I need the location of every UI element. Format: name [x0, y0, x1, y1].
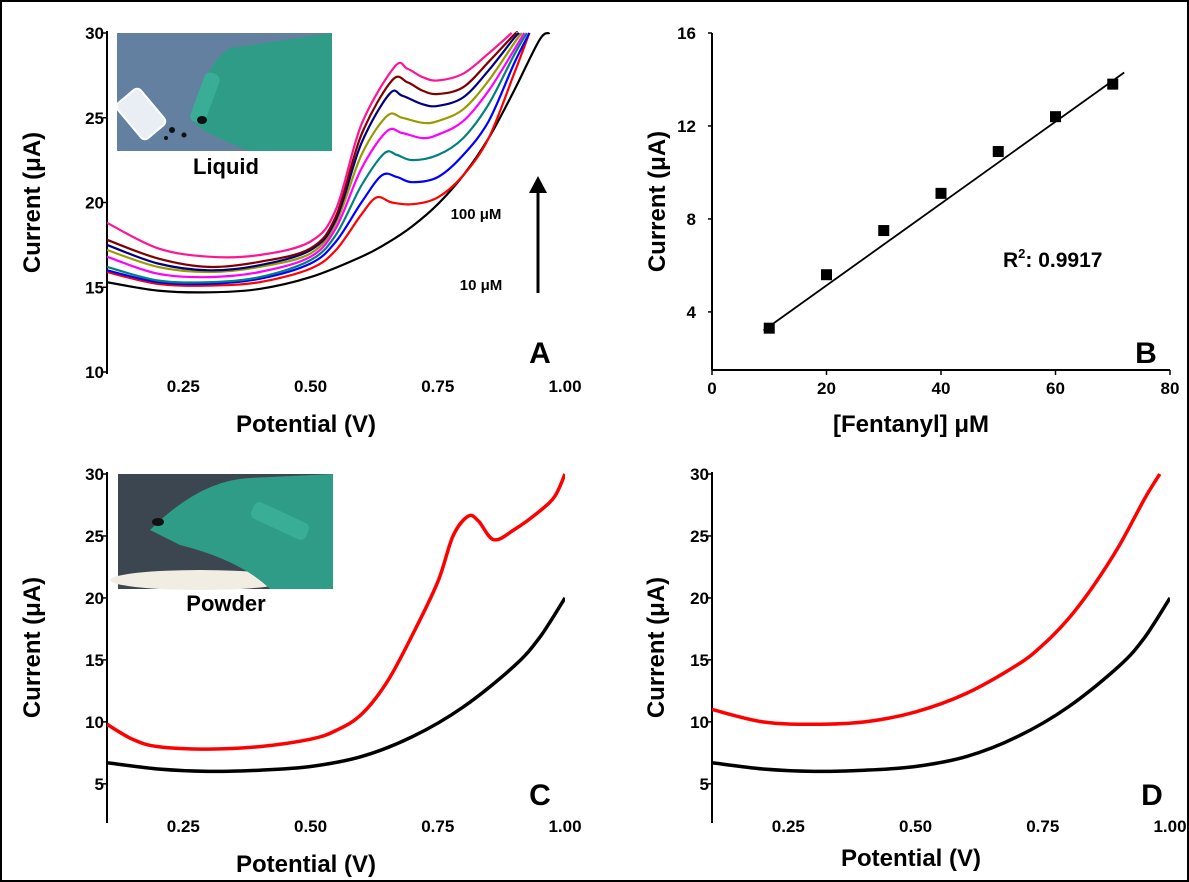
y-axis-label: Current (μA)	[19, 132, 46, 273]
y-tick-label: 20	[85, 194, 104, 213]
series-line-a-7	[107, 32, 520, 272]
data-point	[763, 322, 775, 334]
data-point	[821, 269, 832, 281]
x-tick-label: 0.25	[167, 817, 200, 836]
y-tick-label: 25	[85, 527, 104, 546]
x-tick-label: 20	[817, 379, 836, 398]
x-tick-label: 0.50	[899, 817, 932, 836]
x-tick-label: 0	[707, 379, 716, 398]
y-tick-label: 20	[85, 589, 104, 608]
data-point	[935, 187, 947, 199]
y-tick-label: 30	[85, 465, 104, 484]
y-tick-label: 30	[690, 465, 709, 484]
y-tick-label: 5	[95, 775, 104, 794]
y-tick-label: 4	[687, 303, 697, 322]
y-axis-label: Current (μA)	[644, 131, 671, 272]
y-tick-label: 10	[690, 713, 709, 732]
y-tick-label: 16	[677, 24, 696, 43]
data-point	[1050, 111, 1061, 123]
x-tick-label: 0.75	[421, 377, 454, 396]
data-point	[1107, 78, 1119, 90]
concentration-low-label: 10 μM	[460, 277, 503, 294]
y-tick-label: 25	[690, 527, 709, 546]
y-tick-label: 10	[85, 363, 104, 382]
panel-label-b: B	[1135, 337, 1157, 370]
series-line-a-5	[107, 32, 526, 279]
series-line-d-2	[712, 473, 1162, 727]
x-tick-label: 80	[1161, 379, 1180, 398]
y-tick-label: 15	[85, 651, 104, 670]
x-tick-label: 0.25	[772, 817, 805, 836]
y-tick-label: 15	[690, 651, 709, 670]
x-tick-label: 0.25	[167, 377, 200, 396]
x-axis-label: Potential (V)	[236, 851, 376, 878]
y-tick-label: 25	[85, 109, 104, 128]
y-tick-label: 10	[85, 713, 104, 732]
panel-label-d: D	[1141, 779, 1163, 812]
series-line-c-2	[107, 473, 565, 751]
series-line-a-6	[107, 32, 523, 274]
x-tick-label: 40	[932, 379, 951, 398]
x-tick-label: 0.50	[294, 817, 327, 836]
series-line-c-1	[107, 596, 565, 774]
fit-line	[763, 71, 1125, 332]
concentration-high-label: 100 μM	[451, 206, 502, 223]
panel-b: R2: 0.9917 B 4 8 12 16 0 20 40 60 80 [Fentanyl] μ…	[644, 24, 1179, 438]
y-tick-label: 30	[85, 24, 104, 43]
series-line-a-3	[107, 32, 531, 286]
liquid-sample-photo	[115, 33, 332, 151]
panel-a: Liquid 100 μM 10 μM A 10 15 20 25 30 0.25 0.50…	[19, 24, 582, 438]
powder-sample-photo	[110, 474, 333, 590]
y-tick-label: 20	[690, 589, 709, 608]
r-squared-annotation: R2: 0.9917	[1003, 246, 1102, 272]
y-tick-label: 5	[700, 775, 709, 794]
data-point	[992, 146, 1004, 158]
series-line-d-1	[712, 596, 1170, 774]
y-axis-label: Current (μA)	[643, 577, 670, 718]
x-axis-label: [Fentanyl] μM	[833, 411, 989, 438]
series-line-a-2	[107, 32, 531, 287]
powder-label: Powder	[186, 591, 266, 616]
x-axis-label: Potential (V)	[236, 411, 376, 438]
panel-c: Powder C 5 10 15 20 25 30 0.25 0.50 0.75 1.00 Pote…	[19, 465, 582, 878]
series-line-a-1	[107, 31, 551, 294]
series-line-a-4	[107, 32, 528, 284]
series-line-a-8	[107, 31, 519, 269]
y-tick-label: 8	[687, 210, 696, 229]
x-tick-label: 0.50	[294, 377, 327, 396]
x-tick-label: 0.75	[421, 817, 454, 836]
arrowhead-icon	[529, 176, 547, 193]
panel-label-c: C	[529, 779, 551, 812]
liquid-label: Liquid	[193, 154, 259, 179]
y-tick-label: 12	[677, 117, 696, 136]
panel-label-a: A	[529, 337, 551, 370]
x-tick-label: 0.75	[1026, 817, 1059, 836]
data-point	[878, 225, 890, 237]
x-tick-label: 1.00	[548, 377, 581, 396]
x-tick-label: 1.00	[1153, 817, 1186, 836]
y-tick-label: 15	[85, 278, 104, 297]
panel-d: D 5 10 15 20 25 30 0.25 0.50 0.75 1.00 Potential (…	[643, 465, 1187, 872]
x-tick-label: 60	[1046, 379, 1065, 398]
x-axis-label: Potential (V)	[841, 845, 981, 872]
x-tick-label: 1.00	[548, 817, 581, 836]
series-line-a-9	[107, 32, 513, 259]
y-axis-label: Current (μA)	[19, 577, 46, 718]
